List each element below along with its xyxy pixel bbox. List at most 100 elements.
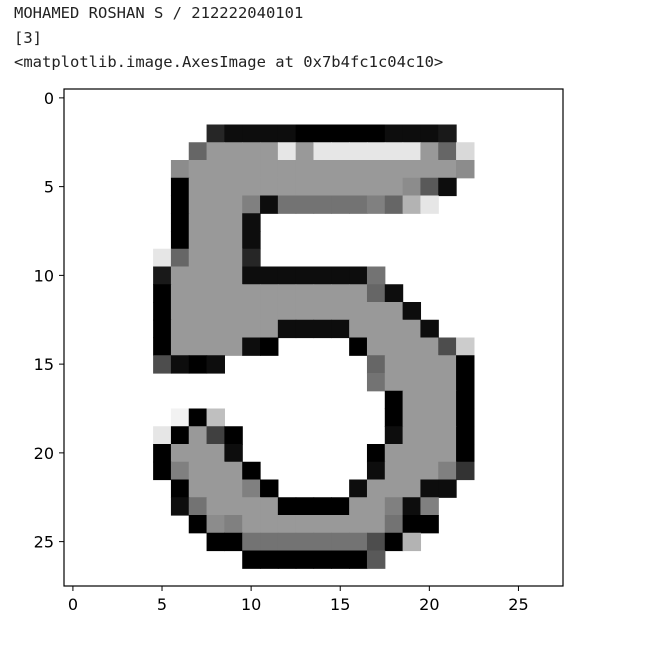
image-pixel [260,302,279,321]
image-pixel [438,390,457,410]
image-pixel [402,461,422,481]
image-pixel [242,284,261,303]
image-pixel [224,302,243,321]
image-pixel [438,461,457,481]
image-pixel [170,426,190,445]
image-pixel [402,195,422,214]
image-pixel [206,302,225,321]
image-pixel [206,160,225,179]
image-pixel [260,124,279,143]
image-pixel [170,231,190,250]
image-pixel [438,479,457,498]
image-pixel [420,177,439,197]
image-pixel [366,177,386,197]
image-pixel [188,444,208,463]
image-pixel [456,160,475,179]
image-pixel [153,302,172,321]
image-pixel [170,319,190,339]
image-pixel [153,461,172,481]
image-pixel [170,337,190,356]
image-pixel [384,373,404,392]
image-pixel [242,231,261,250]
image-pixel [384,444,404,463]
image-pixel [438,337,457,356]
image-pixel [260,532,279,552]
image-pixel [384,479,404,498]
image-pixel [384,195,404,214]
y-tick-label: 10 [34,266,54,285]
image-pixel [242,479,261,498]
image-pixel [366,479,386,498]
image-pixel [331,532,350,552]
image-pixel [366,284,386,303]
image-pixel [456,142,475,161]
image-pixel [206,248,225,268]
image-pixel [188,337,208,356]
image-pixel [366,461,386,481]
image-pixel [295,142,315,161]
image-pixel [188,142,208,161]
image-pixel [313,302,332,321]
image-pixel [242,302,261,321]
image-pixel [420,461,439,481]
y-tick-label: 0 [44,89,54,108]
image-pixel [277,195,297,214]
image-pixel [331,284,350,303]
image-pixel [402,142,422,161]
image-pixel [331,160,350,179]
image-pixel [313,550,332,569]
image-pixel [206,319,225,339]
image-pixel [224,284,243,303]
image-pixel [260,550,279,569]
image-pixel [188,355,208,374]
image-pixel [384,319,404,339]
image-pixel [170,355,190,374]
image-pixel [188,177,208,197]
image-pixel [438,373,457,392]
image-pixel [384,497,404,516]
image-pixel [188,284,208,303]
image-pixel [313,515,332,534]
image-pixel [277,142,297,161]
image-pixel [260,266,279,285]
image-pixel [313,160,332,179]
image-pixel [295,284,315,303]
image-pixel [384,302,404,321]
image-pixel [456,461,475,481]
image-pixel [402,355,422,374]
image-pixel [242,160,261,179]
image-pixel [206,195,225,214]
image-pixel [277,532,297,552]
image-pixel [188,319,208,339]
image-pixel [366,337,386,356]
image-pixel [420,408,439,427]
image-pixel [349,302,368,321]
image-pixel [384,426,404,445]
image-pixel [170,461,190,481]
image-pixel [349,177,368,197]
image-pixel [349,266,368,285]
image-pixel [331,266,350,285]
image-pixel [170,213,190,232]
image-pixel [170,444,190,463]
image-pixel [295,124,315,143]
image-pixel [277,284,297,303]
image-pixel [170,284,190,303]
x-tick-label: 20 [419,595,439,614]
image-pixel [384,124,404,143]
image-pixel [277,550,297,569]
image-pixel [402,408,422,427]
image-pixel [313,142,332,161]
image-pixel [366,124,386,143]
image-pixel [224,160,243,179]
image-pixel [402,515,422,534]
image-pixel [420,373,439,392]
image-pixel [224,426,243,445]
image-pixel [313,124,332,143]
image-pixel [224,444,243,463]
image-pixel [170,408,190,427]
image-pixel [260,160,279,179]
image-pixel [331,142,350,161]
image-pixel [170,497,190,516]
image-pixel [331,124,350,143]
